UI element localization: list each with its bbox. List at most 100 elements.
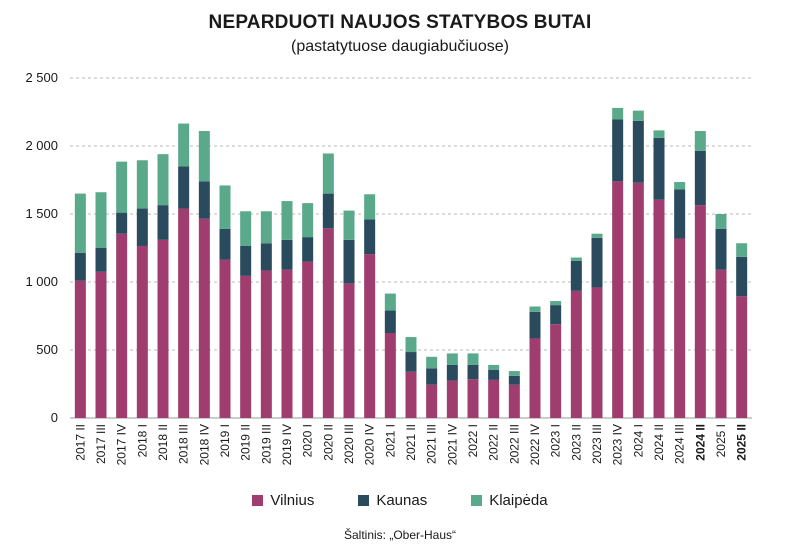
x-tick-label: 2022 IV <box>528 424 542 465</box>
bar-segment-vilnius <box>632 182 644 418</box>
x-tick-label: 2019 II <box>239 424 253 461</box>
bar-segment-kaunas <box>694 150 706 206</box>
bar-segment-vilnius <box>446 380 458 418</box>
x-tick-label: 2023 IV <box>611 424 625 465</box>
x-tick-label: 2022 I <box>466 424 480 457</box>
bar-segment-kaunas <box>198 181 210 219</box>
bar-segment-klaipda <box>674 182 686 190</box>
bar-segment-kaunas <box>612 119 624 182</box>
y-tick-label: 2 000 <box>25 138 58 153</box>
bar-segment-vilnius <box>550 324 562 418</box>
bar-segment-kaunas <box>674 189 686 239</box>
bar-segment-vilnius <box>674 238 686 418</box>
bar-segment-klaipda <box>467 353 479 365</box>
x-tick-label: 2024 II <box>652 424 666 461</box>
bar-segment-kaunas <box>529 311 541 339</box>
bar-segment-vilnius <box>364 254 376 418</box>
bar-segment-klaipda <box>322 153 334 194</box>
bar-segment-klaipda <box>74 193 86 253</box>
x-tick-label: 2017 III <box>94 424 108 464</box>
bar-segment-klaipda <box>508 371 520 376</box>
bar-segment-klaipda <box>405 337 417 353</box>
bar-segment-klaipda <box>550 301 562 306</box>
bar-segment-vilnius <box>95 271 107 418</box>
bar-segment-klaipda <box>488 364 500 370</box>
y-tick-label: 0 <box>51 410 58 425</box>
bar-segment-klaipda <box>198 131 210 182</box>
x-tick-label: 2020 I <box>301 424 315 457</box>
bar-segment-vilnius <box>426 384 438 418</box>
bar-segment-kaunas <box>157 205 169 240</box>
bar-segment-vilnius <box>281 269 293 418</box>
bar-segment-klaipda <box>95 192 107 248</box>
bar-segment-vilnius <box>736 296 748 418</box>
bar-segment-vilnius <box>591 287 603 418</box>
bar-segment-kaunas <box>302 237 314 262</box>
x-tick-label: 2019 IV <box>280 424 294 465</box>
bar-segment-klaipda <box>446 353 458 365</box>
bar-segment-klaipda <box>612 107 624 120</box>
bar-segment-vilnius <box>260 270 272 418</box>
bar-segment-vilnius <box>136 245 148 418</box>
legend-swatch-klaipeda <box>471 495 483 506</box>
bar-segment-kaunas <box>653 137 665 200</box>
bar-segment-kaunas <box>322 193 334 229</box>
bar-segment-vilnius <box>529 338 541 418</box>
bar-segment-kaunas <box>343 239 355 284</box>
bar-segment-kaunas <box>240 245 252 276</box>
y-tick-label: 2 500 <box>25 70 58 85</box>
bar-segment-klaipda <box>302 203 314 238</box>
x-tick-label: 2018 IV <box>197 424 211 465</box>
x-tick-label: 2023 I <box>549 424 563 457</box>
x-tick-label: 2024 II <box>693 424 707 461</box>
source-note: Šaltinis: „Ober-Haus“ <box>343 528 457 542</box>
bar-segment-klaipda <box>240 211 252 246</box>
bar-segment-kaunas <box>570 260 582 291</box>
bar-segment-vilnius <box>508 384 520 418</box>
bar-segment-kaunas <box>405 352 417 372</box>
legend-label-kaunas: Kaunas <box>376 492 428 509</box>
bar-segment-kaunas <box>384 310 396 333</box>
y-tick-label: 1 500 <box>25 206 58 221</box>
bar-segment-klaipda <box>570 257 582 261</box>
bar-segment-kaunas <box>736 256 748 297</box>
bar-segment-vilnius <box>384 333 396 418</box>
bar-segment-vilnius <box>488 379 500 418</box>
bar-segment-kaunas <box>219 228 231 260</box>
bar-segment-klaipda <box>343 210 355 240</box>
bar-segment-vilnius <box>612 181 624 418</box>
x-tick-label: 2020 IV <box>363 424 377 465</box>
x-tick-label: 2020 II <box>321 424 335 461</box>
bar-segment-vilnius <box>570 290 582 418</box>
bar-segment-kaunas <box>632 120 644 183</box>
bar-segment-kaunas <box>178 166 190 209</box>
bar-segment-kaunas <box>467 364 479 380</box>
x-tick-label: 2020 III <box>342 424 356 464</box>
bar-segment-kaunas <box>364 219 376 255</box>
bar-segment-klaipda <box>178 123 190 167</box>
bar-segment-klaipda <box>157 154 169 206</box>
bar-segment-vilnius <box>715 269 727 418</box>
bar-segment-kaunas <box>95 248 107 272</box>
bar-segment-vilnius <box>219 259 231 418</box>
bar-segment-kaunas <box>116 212 128 234</box>
bar-segment-vilnius <box>405 371 417 418</box>
x-tick-label: 2023 II <box>569 424 583 461</box>
bar-segment-kaunas <box>281 239 293 270</box>
legend-swatch-vilnius <box>252 495 264 506</box>
bar-segment-vilnius <box>653 199 665 418</box>
legend-label-vilnius: Vilnius <box>270 492 315 509</box>
bar-segment-klaipda <box>715 214 727 229</box>
x-tick-label: 2019 I <box>218 424 232 457</box>
bar-segment-klaipda <box>529 306 541 312</box>
bar-segment-vilnius <box>198 218 210 418</box>
chart-title: NEPARDUOTI NAUJOS STATYBOS BUTAI <box>208 12 592 33</box>
bar-segment-vilnius <box>467 379 479 418</box>
x-tick-label: 2018 I <box>135 424 149 457</box>
bar-segment-kaunas <box>74 252 86 281</box>
x-tick-label: 2021 I <box>383 424 397 457</box>
bar-segment-vilnius <box>74 280 86 418</box>
bar-segment-klaipda <box>219 185 231 229</box>
chart-subtitle: (pastatytuose daugiabučiuose) <box>291 38 509 55</box>
legend-item-vilnius: Vilnius <box>252 492 314 509</box>
